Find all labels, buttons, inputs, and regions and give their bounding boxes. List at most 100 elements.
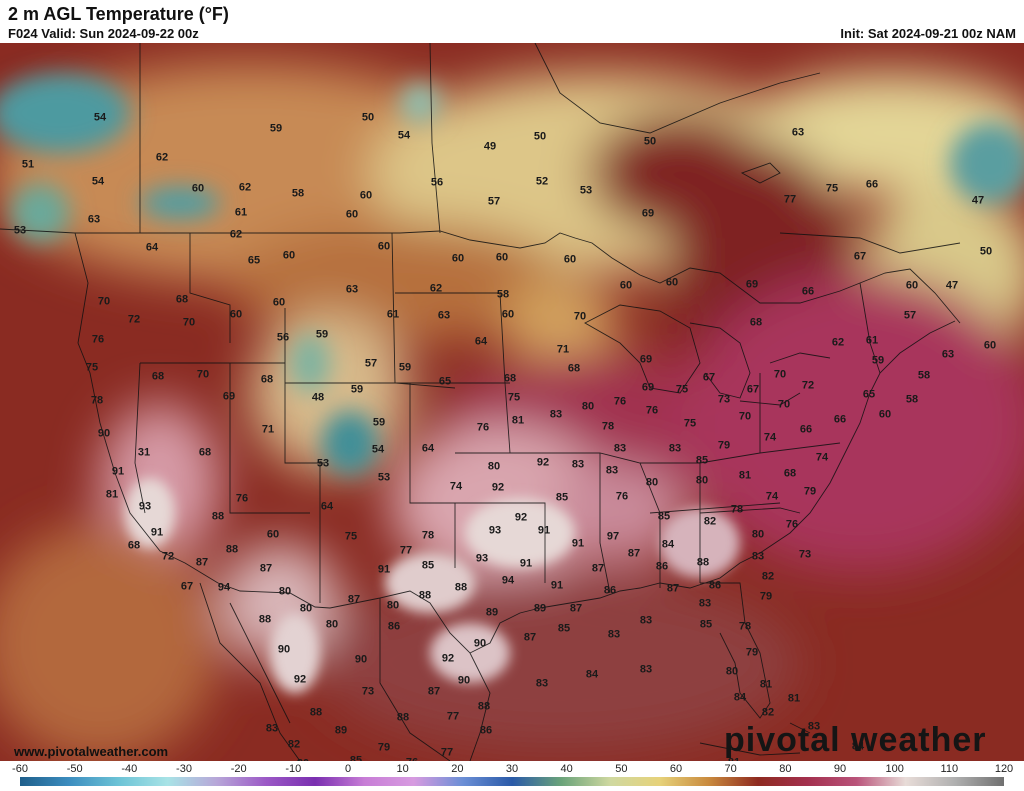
temperature-label: 59 <box>350 383 364 396</box>
temperature-label: 88 <box>418 589 432 602</box>
temperature-label: 47 <box>945 279 959 292</box>
temperature-label: 60 <box>501 308 515 321</box>
legend-tick-label: -20 <box>230 763 247 775</box>
temperature-label: 83 <box>605 464 619 477</box>
legend-tick-label: 50 <box>615 763 628 775</box>
temperature-label: 80 <box>581 400 595 413</box>
temperature-label: 60 <box>878 408 892 421</box>
temperature-label: 64 <box>474 335 488 348</box>
temperature-label: 58 <box>905 393 919 406</box>
temperature-label: 65 <box>438 375 452 388</box>
temperature-label: 53 <box>13 224 27 237</box>
temperature-label: 86 <box>387 620 401 633</box>
temperature-label: 91 <box>519 557 533 570</box>
temperature-label: 69 <box>639 353 653 366</box>
temperature-label: 65 <box>247 254 261 267</box>
temperature-label: 75 <box>507 391 521 404</box>
temperature-label: 53 <box>377 471 391 484</box>
temperature-label: 68 <box>503 372 517 385</box>
temperature-label: 90 <box>473 637 487 650</box>
temperature-label: 50 <box>643 135 657 148</box>
temperature-label: 62 <box>229 228 243 241</box>
temperature-label: 83 <box>613 442 627 455</box>
legend-tick-label: 30 <box>505 763 519 775</box>
temperature-label: 87 <box>427 685 441 698</box>
temperature-label: 60 <box>563 253 577 266</box>
website-watermark: www.pivotalweather.com <box>14 744 169 759</box>
temperature-label: 60 <box>345 208 359 221</box>
temperature-label: 80 <box>725 665 739 678</box>
temperature-label: 89 <box>334 724 348 737</box>
temperature-map[interactable]: 54 51 54 63 53 64 62 59 60 62 61 62 65 60 58 60 60 60 50 54… <box>0 43 1024 761</box>
temperature-label: 91 <box>377 563 391 576</box>
temperature-label: 79 <box>717 439 731 452</box>
temperature-label: 80 <box>751 528 765 541</box>
temperature-field <box>0 43 1024 761</box>
temperature-label: 76 <box>785 518 799 531</box>
temperature-label: 48 <box>311 391 325 404</box>
temperature-label: 89 <box>485 606 499 619</box>
temperature-label: 68 <box>567 362 581 375</box>
temperature-label: 79 <box>745 646 759 659</box>
temperature-label: 80 <box>299 602 313 615</box>
temperature-label: 75 <box>675 383 689 396</box>
legend-colorbar <box>20 777 1004 786</box>
temperature-label: 85 <box>695 454 709 467</box>
temperature-label: 68 <box>198 446 212 459</box>
temperature-label: 87 <box>666 582 680 595</box>
temperature-label: 84 <box>733 691 747 704</box>
temperature-label: 91 <box>150 526 164 539</box>
valid-time: F024 Valid: Sun 2024-09-22 00z <box>8 26 199 41</box>
temperature-label: 81 <box>728 757 740 761</box>
temperature-label: 59 <box>398 361 412 374</box>
temperature-label: 80 <box>278 585 292 598</box>
temperature-label: 88 <box>225 543 239 556</box>
temperature-label: 63 <box>345 283 359 296</box>
temperature-label: 63 <box>941 348 955 361</box>
legend-tick-label: -30 <box>176 763 192 775</box>
temperature-label: 70 <box>738 410 752 423</box>
temperature-label: 60 <box>619 279 633 292</box>
temperature-label: 51 <box>21 158 35 171</box>
temperature-label: 97 <box>606 530 620 543</box>
temperature-label: 76 <box>615 490 629 503</box>
temperature-label: 94 <box>501 574 515 587</box>
temperature-label: 63 <box>791 126 805 139</box>
map-title: 2 m AGL Temperature (°F) <box>8 4 229 24</box>
temperature-label: 50 <box>533 130 547 143</box>
temperature-label: 52 <box>535 175 549 188</box>
temperature-label: 81 <box>787 692 801 705</box>
temperature-label: 88 <box>477 700 491 713</box>
temperature-label: 83 <box>639 614 653 627</box>
temperature-label: 68 <box>175 293 189 306</box>
legend-tick-label: 70 <box>724 763 737 775</box>
temperature-label: 91 <box>550 579 564 592</box>
temperature-label: 62 <box>831 336 845 349</box>
temperature-label: 88 <box>211 510 225 523</box>
temperature-label: 91 <box>571 537 585 550</box>
temperature-label: 76 <box>91 333 105 346</box>
temperature-label: 87 <box>347 593 361 606</box>
temperature-label: 70 <box>773 368 787 381</box>
color-legend: -60 -50 -40 -30 -20 -10 0 10 20 30 40 50 60 70 80 90 100… <box>0 761 1024 791</box>
temperature-label: 57 <box>903 309 917 322</box>
temperature-label: 92 <box>536 456 550 469</box>
temperature-label: 56 <box>430 176 444 189</box>
temperature-label: 83 <box>698 597 712 610</box>
temperature-label: 76 <box>645 404 659 417</box>
temperature-label: 59 <box>871 354 885 367</box>
temperature-label: 60 <box>282 249 296 262</box>
temperature-label: 87 <box>591 562 605 575</box>
temperature-label: 77 <box>783 193 797 206</box>
temperature-label: 62 <box>429 282 443 295</box>
temperature-label: 76 <box>235 492 249 505</box>
temperature-label: 88 <box>696 556 710 569</box>
temperature-label: 83 <box>751 550 765 563</box>
temperature-label: 66 <box>833 413 847 426</box>
temperature-label: 50 <box>979 245 993 258</box>
brand-logo: pivotal weather <box>724 721 987 759</box>
temperature-label: 87 <box>627 547 641 560</box>
temperature-label: 60 <box>983 339 997 352</box>
temperature-label: 58 <box>291 187 305 200</box>
temperature-label: 77 <box>440 746 454 759</box>
